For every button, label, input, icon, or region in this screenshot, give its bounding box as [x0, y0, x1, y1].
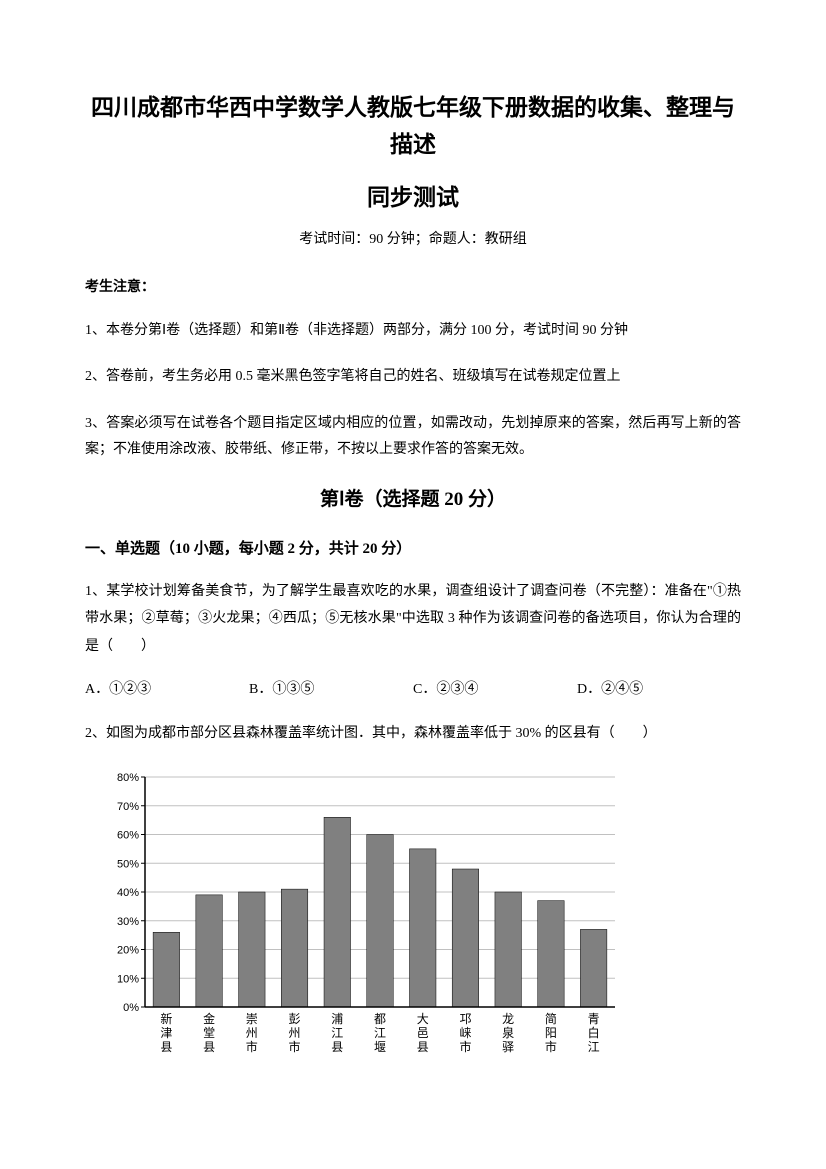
svg-text:县: 县 — [203, 1040, 215, 1054]
svg-text:40%: 40% — [117, 887, 139, 899]
svg-text:堰: 堰 — [374, 1040, 386, 1054]
notice-2: 2、答卷前，考生务必用 0.5 毫米黑色签字笔将自己的姓名、班级填写在试卷规定位… — [85, 364, 741, 391]
q1-opt-c: C．②③④ — [413, 678, 577, 698]
svg-text:20%: 20% — [117, 945, 139, 957]
svg-text:50%: 50% — [117, 858, 139, 870]
sub-title: 同步测试 — [85, 178, 741, 212]
notice-header: 考生注意： — [85, 276, 741, 296]
svg-text:江: 江 — [588, 1040, 600, 1054]
svg-text:都: 都 — [374, 1012, 386, 1026]
main-title: 四川成都市华西中学数学人教版七年级下册数据的收集、整理与描述 — [85, 90, 741, 164]
svg-text:市: 市 — [246, 1039, 258, 1054]
svg-text:新: 新 — [160, 1011, 172, 1026]
svg-text:州: 州 — [246, 1026, 258, 1040]
svg-text:浦: 浦 — [331, 1012, 343, 1026]
svg-text:10%: 10% — [117, 973, 139, 985]
notice-3: 3、答案必须写在试卷各个题目指定区域内相应的位置，如需改动，先划掉原来的答案，然… — [85, 411, 741, 464]
svg-text:青: 青 — [588, 1012, 600, 1026]
svg-text:30%: 30% — [117, 916, 139, 928]
q1-options: A．①②③ B．①③⑤ C．②③④ D．②④⑤ — [85, 678, 741, 698]
svg-text:邑: 邑 — [417, 1026, 429, 1040]
question-2: 2、如图为成都市部分区县森林覆盖率统计图．其中，森林覆盖率低于 30% 的区县有… — [85, 720, 741, 747]
svg-text:市: 市 — [289, 1039, 301, 1054]
svg-text:县: 县 — [417, 1040, 429, 1054]
svg-text:江: 江 — [331, 1026, 343, 1040]
q1-opt-d: D．②④⑤ — [577, 678, 741, 698]
svg-text:驿: 驿 — [502, 1040, 514, 1054]
svg-text:80%: 80% — [117, 772, 139, 784]
svg-text:70%: 70% — [117, 801, 139, 813]
svg-text:市: 市 — [459, 1039, 471, 1054]
svg-text:江: 江 — [374, 1026, 386, 1040]
notice-1: 1、本卷分第Ⅰ卷（选择题）和第Ⅱ卷（非选择题）两部分，满分 100 分，考试时间… — [85, 318, 741, 345]
svg-text:堂: 堂 — [203, 1026, 215, 1040]
q1-opt-b: B．①③⑤ — [249, 678, 413, 698]
svg-text:龙: 龙 — [502, 1012, 514, 1026]
svg-text:简: 简 — [545, 1012, 557, 1026]
question-type: 一、单选题（10 小题，每小题 2 分，共计 20 分） — [85, 537, 741, 558]
svg-text:市: 市 — [545, 1039, 557, 1054]
svg-text:金: 金 — [203, 1011, 215, 1026]
svg-text:白: 白 — [588, 1025, 600, 1040]
svg-text:彭: 彭 — [289, 1012, 301, 1026]
svg-text:阳: 阳 — [545, 1026, 557, 1040]
svg-text:邛: 邛 — [459, 1012, 471, 1026]
svg-text:泉: 泉 — [502, 1026, 514, 1040]
q1-opt-a: A．①②③ — [85, 678, 249, 698]
svg-text:县: 县 — [331, 1040, 343, 1054]
svg-text:60%: 60% — [117, 830, 139, 842]
svg-text:崃: 崃 — [459, 1026, 471, 1040]
section-title: 第Ⅰ卷（选择题 20 分） — [85, 484, 741, 511]
bar-chart-svg: 0%10%20%30%40%50%60%70%80%新津县金堂县崇州市彭州市浦江… — [95, 767, 625, 1067]
svg-text:崇: 崇 — [246, 1012, 258, 1026]
svg-text:0%: 0% — [123, 1002, 139, 1014]
svg-text:县: 县 — [160, 1040, 172, 1054]
exam-info: 考试时间：90 分钟；命题人：教研组 — [85, 228, 741, 248]
svg-text:津: 津 — [160, 1026, 172, 1040]
svg-text:州: 州 — [289, 1026, 301, 1040]
question-1: 1、某学校计划筹备美食节，为了解学生最喜欢吃的水果，调查组设计了调查问卷（不完整… — [85, 578, 741, 660]
svg-text:大: 大 — [417, 1012, 429, 1026]
forest-coverage-chart: 0%10%20%30%40%50%60%70%80%新津县金堂县崇州市彭州市浦江… — [95, 767, 625, 1067]
